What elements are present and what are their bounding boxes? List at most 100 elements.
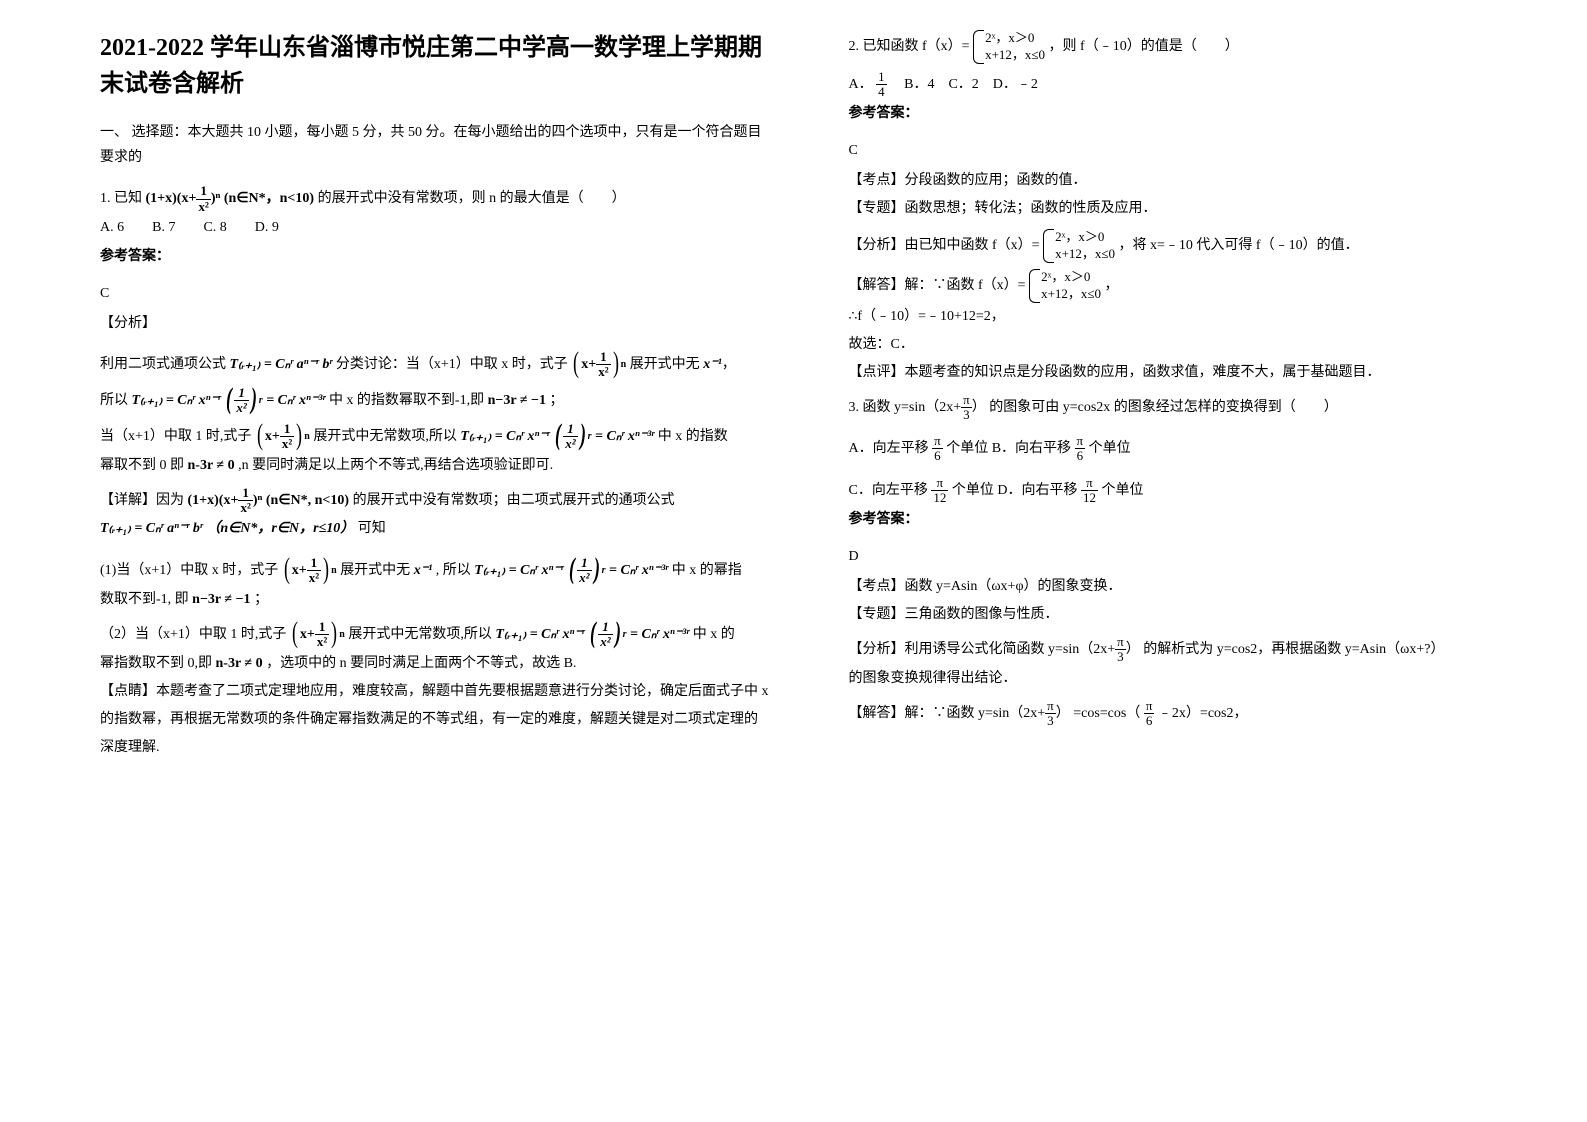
q1-so: 所以 — [100, 393, 128, 408]
q1-c1c: , 所以 — [436, 563, 471, 578]
q1-neq0: n-3r ≠ 0 — [188, 458, 235, 473]
q3-jd-pi2: π — [1144, 699, 1155, 714]
q1-p4: 幂取不到 0 即 n-3r ≠ 0 ,n 要同时满足以上两个不等式,再结合选项验… — [100, 452, 769, 480]
q1-stem: 1. 已知 (1+x)(x+1x²)ⁿ (n∈N*，n<10) 的展开式中没有常… — [100, 184, 769, 214]
q1-dfn: 1 — [238, 486, 252, 501]
q2-ref: 参考答案： — [849, 99, 1518, 130]
q3-fxpre: 【分析】利用诱导公式化简函数 — [849, 642, 1045, 657]
q1-pow-n2: n — [304, 431, 310, 442]
q2-jd3: 故选：C． — [849, 331, 1518, 359]
q2-jd-pre: 【解答】解：∵函数 f（x）= — [849, 278, 1026, 293]
q1-dafter: 的展开式中没有常数项；由二项式展开式的通项公式 — [353, 493, 675, 508]
q3-prefix: 3. 函数 — [849, 399, 891, 414]
q1-c1b: 展开式中无 — [340, 563, 410, 578]
q1-ref: 参考答案： — [100, 242, 769, 273]
q1-c1-eqt: = Cₙʳ xⁿ⁻³ʳ — [609, 563, 668, 578]
q3-jd-close: ） — [1056, 705, 1070, 720]
q3-Bpi: π — [1075, 434, 1086, 449]
q3-ref: 参考答案： — [849, 505, 1518, 536]
q1-prefix: 1. 已知 — [100, 191, 142, 206]
q3-jdpre: 【解答】解：∵函数 — [849, 705, 975, 720]
q1-clabel: 【点睛】 — [100, 684, 156, 699]
q3-Api: π — [932, 434, 943, 449]
q3-A6: 6 — [932, 449, 943, 463]
q1-big-num: 1 — [596, 350, 610, 365]
q1-tformula: T₍ᵣ₊₁₎ = Cₙʳ aⁿ⁻ʳ bʳ — [230, 357, 333, 372]
q1-p3a: 当（x+1）中取 1 时,式子 — [100, 429, 251, 444]
q3-fxpost: 的解析式为 y=cos2，再根据函数 y=Asin（ωx+?） — [1143, 642, 1444, 657]
q1-pow-n: n — [621, 359, 627, 370]
q1-case2d: 幂指数取不到 0,即 n-3r ≠ 0 ，选项中的 n 要同时满足上面两个不等式… — [100, 650, 769, 678]
q3-ans: D — [849, 542, 1518, 573]
q3-B6: 6 — [1075, 449, 1086, 463]
q3-Dpi: π — [1081, 476, 1098, 491]
q1-frac-num: 1 — [196, 184, 210, 199]
q3-fx-3: 3 — [1115, 650, 1126, 664]
q2-ans: C — [849, 136, 1518, 167]
q1-eq2tail: = Cₙʳ xⁿ⁻³ʳ — [595, 429, 654, 444]
q2-optA-n: 1 — [876, 70, 887, 85]
q1-dlabel: 【详解】因为 — [100, 493, 184, 508]
q2-stem: 2. 已知函数 f（x）= 2ˣ，x＞0 x+12，x≤0 ，则 f（﹣10）的… — [849, 30, 1518, 64]
q3-kd: 【考点】函数 y=Asin（ωx+φ）的图象变换． — [849, 573, 1518, 601]
q1-p2: 所以 T₍ᵣ₊₁₎ = Cₙʳ xⁿ⁻ʳ (1x²)r = Cₙʳ xⁿ⁻³ʳ … — [100, 386, 769, 416]
q2-brace: 2ˣ，x＞0 x+12，x≤0 — [973, 30, 1045, 64]
q1-dexpr: (1+x)(x+ — [188, 493, 239, 508]
q2-optRest: B．4 C．2 D．﹣2 — [890, 77, 1038, 92]
q1-c2c: 中 x 的 — [693, 627, 735, 642]
q1-f2n: 1 — [563, 422, 577, 437]
q1-analysis-label: 【分析】 — [100, 310, 769, 338]
q1-comment: 【点睛】本题考查了二项式定理地应用，难度较高，解题中首先要根据题意进行分类讨论，… — [100, 678, 769, 763]
q2-optA-pre: A． — [849, 77, 873, 92]
q1-ctext: 本题考查了二项式定理地应用，难度较高，解题中首先要根据题意进行分类讨论，确定后面… — [100, 684, 769, 755]
q1-c2a: （2）当（x+1）中取 1 时,式子 — [100, 627, 286, 642]
q1-c2-fd: x² — [598, 635, 612, 649]
q1-c2d: 幂指数取不到 0,即 — [100, 656, 212, 671]
q1-p1d: ， — [722, 357, 736, 372]
q2-tail: ，则 f（﹣10）的值是（ ） — [1049, 39, 1239, 54]
q2-case-bot: x+12，x≤0 — [985, 47, 1045, 64]
q3-Cpre: C．向左平移 — [849, 483, 928, 498]
q1-f2d: x² — [563, 437, 577, 451]
q1-c1-neq: n−3r ≠ −1 — [192, 592, 250, 607]
q1-xneg1: x⁻¹ — [703, 357, 722, 372]
q3-fx-close: ） — [1126, 642, 1140, 657]
q2-prefix: 2. 已知函数 f（x）= — [849, 39, 970, 54]
q2-optA-d: 4 — [876, 85, 887, 99]
q1-teq2: T₍ᵣ₊₁₎ = Cₙʳ xⁿ⁻ʳ — [460, 429, 549, 444]
q2-fx-pre: 【分析】由已知中函数 f（x）= — [849, 238, 1040, 253]
q1-options: A. 6 B. 7 C. 8 D. 9 — [100, 214, 769, 242]
q1-f1n: 1 — [234, 386, 248, 401]
q1-p4a: 幂取不到 0 即 — [100, 458, 184, 473]
q1-big-a: x+ — [581, 357, 596, 372]
q1-big-a2: x+ — [265, 429, 280, 444]
q3-jd-pi: π — [1045, 699, 1056, 714]
q1-p3: 当（x+1）中取 1 时,式子 (x+1x²)n 展开式中无常数项,所以 T₍ᵣ… — [100, 422, 769, 452]
q1-neq1: n−3r ≠ −1 — [488, 393, 546, 408]
q1-c2e: ，选项中的 n 要同时满足上面两个不等式，故选 B. — [266, 656, 576, 671]
q3-optAB: A．向左平移 π6 个单位 B．向右平移 π6 个单位 — [849, 434, 1518, 464]
q2-fx-brace: 2ˣ，x＞0 x+12，x≤0 — [1043, 229, 1115, 263]
q3-Bpost: 个单位 — [1089, 441, 1131, 456]
q1-p3b: 展开式中无常数项,所以 — [313, 429, 457, 444]
q3-fx2: 的图象变换规律得出结论． — [849, 665, 1518, 693]
q1-dformula: T₍ᵣ₊₁₎ = Cₙʳ aⁿ⁻ʳ bʳ （n∈N*，r∈N，r≤10） 可知 — [100, 515, 769, 543]
q1-dfd: x² — [238, 501, 252, 515]
q1-p3c: 中 x 的指数 — [658, 429, 728, 444]
q1-p1a: 利用二项式通项公式 — [100, 357, 226, 372]
q1-c2-teq: T₍ᵣ₊₁₎ = Cₙʳ xⁿ⁻ʳ — [495, 627, 584, 642]
q2-fx-t: 2ˣ，x＞0 — [1055, 229, 1115, 246]
doc-title: 2021-2022 学年山东省淄博市悦庄第二中学高一数学理上学期期末试卷含解析 — [100, 30, 769, 102]
q1-c1-pow: n — [331, 565, 337, 576]
q3-jd: 【解答】解：∵函数 y=sin（2x+π3） =cos=cos（ π6 ﹣2x）… — [849, 699, 1518, 729]
q1-p2b: ； — [550, 393, 564, 408]
q3-pi: π — [961, 393, 972, 408]
q3-yclose: ） — [972, 399, 986, 414]
q3-Bpre: B．向右平移 — [992, 441, 1071, 456]
q3-fx: 【分析】利用诱导公式化简函数 y=sin（2x+π3） 的解析式为 y=cos2… — [849, 635, 1518, 665]
q1-expr-l: (1+x)(x+ — [146, 191, 197, 206]
q1-c1a: (1)当（x+1）中取 x 时，式子 — [100, 563, 278, 578]
q1-p2t: 中 x 的指数幂取不到-1,即 — [329, 393, 484, 408]
q3-stem: 3. 函数 y=sin（2x+π3） 的图象可由 y=cos2x 的图象经过怎样… — [849, 393, 1518, 423]
q1-c2-big-n: 1 — [315, 620, 329, 635]
